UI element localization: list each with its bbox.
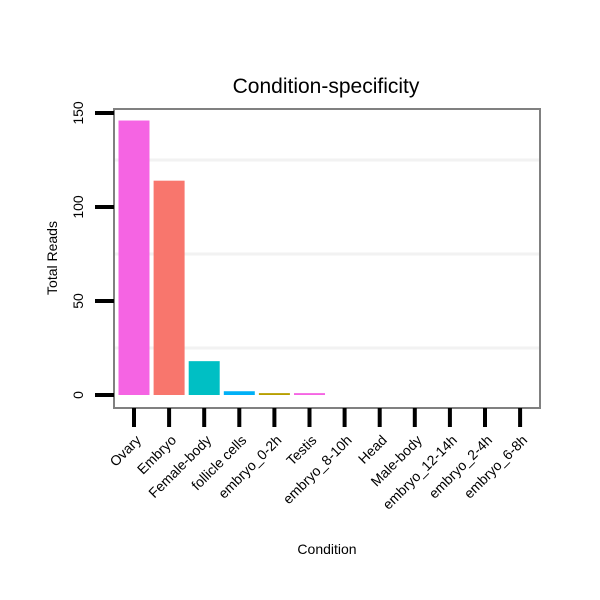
grid-lines	[114, 158, 540, 350]
bars	[118, 120, 325, 396]
y-tick-label: 100	[70, 195, 86, 219]
x-axis-label: Condition	[297, 541, 356, 557]
plot-frame	[113, 108, 541, 409]
y-tick-label: 150	[70, 101, 86, 125]
bar-embryo-0-2h	[258, 393, 290, 395]
y-axis-label: Total Reads	[44, 221, 60, 295]
bar-ovary	[118, 120, 150, 396]
y-axis: 0 50 100 150	[70, 101, 114, 399]
chart-title: Condition-specificity	[233, 75, 420, 98]
bar-female-body	[188, 361, 220, 395]
bar-follicle-cells	[223, 391, 255, 395]
bar-embryo	[153, 180, 185, 395]
bar-testis	[294, 393, 325, 395]
y-tick-label: 50	[70, 293, 86, 309]
y-tick-label: 0	[70, 391, 86, 399]
